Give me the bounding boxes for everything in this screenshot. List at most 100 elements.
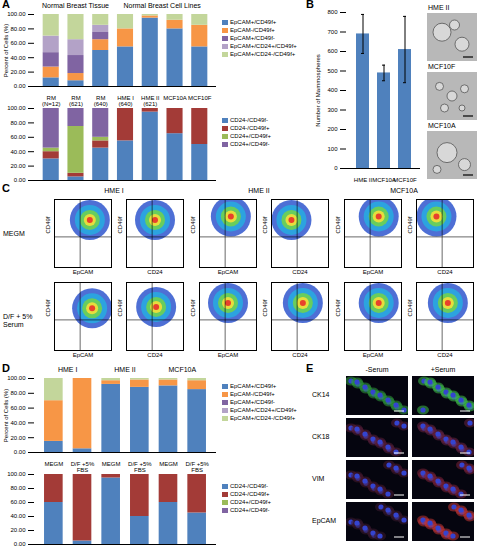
- html-text:MCF10A: MCF10A: [390, 187, 418, 194]
- svg-text:EpCAM: EpCAM: [73, 352, 94, 358]
- svg-text:CD49f: CD49f: [45, 299, 51, 316]
- svg-text:EpCAM: EpCAM: [218, 269, 239, 275]
- svg-text:CD49f: CD49f: [190, 216, 196, 233]
- html-text:HME II: HME II: [428, 4, 450, 11]
- svg-text:0.00: 0.00: [14, 177, 26, 183]
- svg-text:0: 0: [334, 165, 338, 171]
- html-text:HME II: HME II: [114, 366, 136, 373]
- svg-text:100.00: 100.00: [7, 471, 26, 477]
- svg-text:Number of Mammospheres: Number of Mammospheres: [315, 54, 321, 127]
- svg-text:MCF10A: MCF10A: [163, 95, 187, 101]
- svg-text:CD24: CD24: [147, 269, 163, 275]
- svg-text:100: 100: [327, 146, 338, 152]
- html-text:MCF10A: MCF10A: [428, 122, 456, 129]
- svg-text:20.00: 20.00: [10, 163, 26, 169]
- svg-text:100.00: 100.00: [7, 11, 26, 17]
- html-text:HME I: HME I: [104, 187, 124, 194]
- svg-text:60.00: 60.00: [10, 499, 26, 505]
- svg-text:400: 400: [327, 87, 338, 93]
- svg-text:EpCAM: EpCAM: [363, 269, 384, 275]
- html-text:E: E: [306, 362, 314, 374]
- svg-text:CD49f: CD49f: [407, 216, 413, 233]
- html-text:MCF10F: MCF10F: [428, 63, 456, 70]
- svg-text:40.00: 40.00: [10, 513, 26, 519]
- html-text:HME II: HME II: [248, 187, 270, 194]
- svg-text:0.00: 0.00: [14, 83, 26, 89]
- html-text:EpCAM-/CD49f+: EpCAM-/CD49f+: [230, 27, 275, 33]
- svg-text:EpCAM: EpCAM: [363, 352, 384, 358]
- html-text:CK18: CK18: [312, 433, 330, 440]
- svg-text:CD24: CD24: [437, 352, 453, 358]
- svg-text:40.00: 40.00: [10, 55, 26, 61]
- html-text:CK14: CK14: [312, 391, 330, 398]
- svg-text:RM(N=12): RM(N=12): [42, 95, 61, 107]
- svg-text:Percent of Cells (%): Percent of Cells (%): [3, 389, 9, 442]
- svg-text:500: 500: [327, 68, 338, 74]
- svg-text:CD24: CD24: [147, 352, 163, 358]
- svg-text:600: 600: [327, 48, 338, 54]
- svg-text:CD49f: CD49f: [262, 299, 268, 316]
- svg-text:0.00: 0.00: [14, 541, 26, 547]
- svg-text:MEGM: MEGM: [159, 461, 178, 467]
- svg-text:CD49f: CD49f: [45, 216, 51, 233]
- svg-text:60.00: 60.00: [10, 134, 26, 140]
- svg-text:80.00: 80.00: [10, 485, 26, 491]
- svg-text:HME II: HME II: [354, 177, 373, 183]
- html-text:C: C: [2, 182, 10, 194]
- svg-text:700: 700: [327, 29, 338, 35]
- html-text:MCF10A: MCF10A: [168, 366, 197, 373]
- svg-text:CD49f: CD49f: [117, 216, 123, 233]
- html-text:HME I: HME I: [57, 366, 78, 373]
- svg-text:CD49f: CD49f: [335, 216, 341, 233]
- svg-text:EpCAM: EpCAM: [73, 269, 94, 275]
- html-text:D/F + 5% Serum: D/F + 5% Serum: [3, 313, 33, 328]
- svg-text:HME II(621): HME II(621): [141, 95, 160, 107]
- svg-text:800: 800: [327, 9, 338, 15]
- svg-text:60.00: 60.00: [10, 40, 26, 46]
- svg-text:CD49f: CD49f: [407, 299, 413, 316]
- svg-text:80.00: 80.00: [10, 120, 26, 126]
- html-text:VIM: VIM: [312, 475, 325, 482]
- html-text:Normal Breast Tissue: Normal Breast Tissue: [42, 2, 109, 9]
- svg-text:CD49f: CD49f: [262, 216, 268, 233]
- svg-text:MEGM: MEGM: [102, 461, 121, 467]
- svg-text:CD49f: CD49f: [190, 299, 196, 316]
- svg-text:Percent of Cells (%): Percent of Cells (%): [3, 24, 9, 77]
- svg-text:20.00: 20.00: [10, 527, 26, 533]
- svg-text:RM(640): RM(640): [94, 95, 108, 107]
- svg-text:0.00: 0.00: [14, 449, 26, 455]
- html-text:D: D: [2, 362, 10, 374]
- svg-text:100.00: 100.00: [7, 105, 26, 111]
- svg-text:20.00: 20.00: [10, 435, 26, 441]
- svg-text:MCF10F: MCF10F: [188, 95, 212, 101]
- svg-text:D/F +5%FBS: D/F +5%FBS: [185, 461, 209, 473]
- svg-text:80.00: 80.00: [10, 26, 26, 32]
- svg-text:60.00: 60.00: [10, 405, 26, 411]
- svg-text:100.00: 100.00: [7, 375, 26, 381]
- html-text:-Serum: -Serum: [365, 366, 389, 373]
- svg-text:40.00: 40.00: [10, 149, 26, 155]
- svg-text:40.00: 40.00: [10, 420, 26, 426]
- html-text:Normal Breast Cell Lines: Normal Breast Cell Lines: [123, 2, 201, 9]
- svg-text:CD24: CD24: [437, 269, 453, 275]
- svg-text:RM(621): RM(621): [69, 95, 83, 107]
- svg-text:CD49f: CD49f: [335, 299, 341, 316]
- html-text:+Serum: +Serum: [430, 366, 456, 373]
- svg-text:CD24: CD24: [292, 352, 308, 358]
- svg-text:CD49f: CD49f: [117, 299, 123, 316]
- svg-text:D/F +5%FBS: D/F +5%FBS: [128, 461, 152, 473]
- svg-text:EpCAM: EpCAM: [218, 352, 239, 358]
- svg-text:80.00: 80.00: [10, 390, 26, 396]
- svg-text:200: 200: [327, 126, 338, 132]
- html-text:EpCAM: EpCAM: [312, 517, 337, 524]
- svg-text:MCF10F: MCF10F: [393, 177, 417, 183]
- svg-text:300: 300: [327, 107, 338, 113]
- svg-text:D/F +5%FBS: D/F +5%FBS: [71, 461, 95, 473]
- svg-text:HME I(640): HME I(640): [117, 95, 134, 107]
- svg-text:MEGM: MEGM: [45, 461, 64, 467]
- svg-text:CD24: CD24: [292, 269, 308, 275]
- html-text:MEGM: MEGM: [3, 230, 25, 237]
- svg-text:20.00: 20.00: [10, 69, 26, 75]
- html-text:EpCAM+/CD49f+: EpCAM+/CD49f+: [230, 19, 277, 25]
- svg-text:MCF10A: MCF10A: [372, 177, 396, 183]
